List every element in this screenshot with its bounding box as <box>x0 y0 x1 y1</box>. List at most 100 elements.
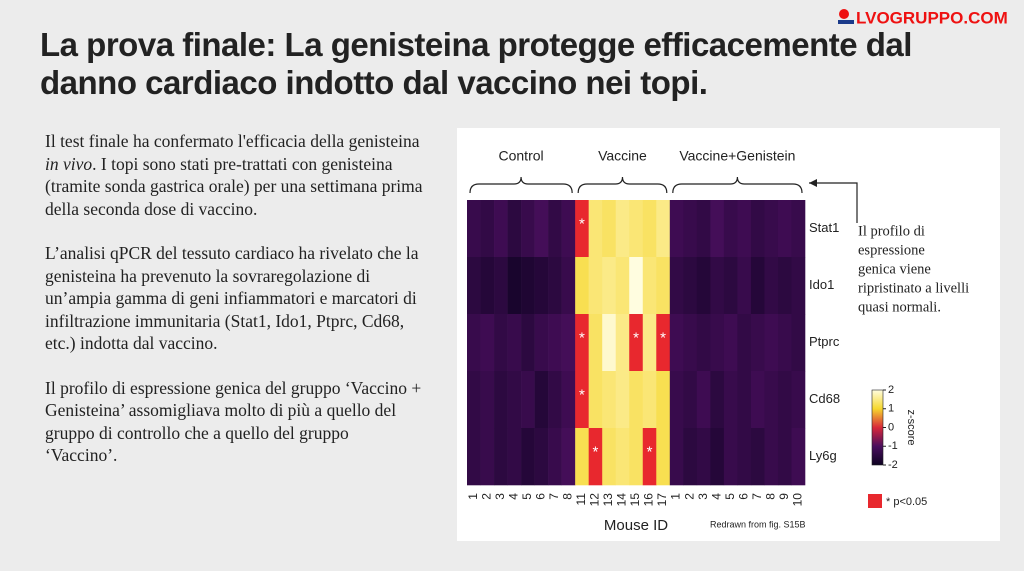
heatmap-cell <box>494 200 508 258</box>
column-label: 4 <box>506 493 520 500</box>
heatmap-cell <box>764 428 779 486</box>
annotation: espressione <box>858 242 925 258</box>
heatmap-cell <box>561 314 576 372</box>
heatmap-cell <box>642 314 657 372</box>
heatmap-cell <box>723 314 738 372</box>
column-label: 4 <box>709 493 723 500</box>
heatmap-cell <box>507 428 522 486</box>
heatmap-cell <box>669 428 684 486</box>
heatmap-cell <box>696 200 711 258</box>
heatmap-cell <box>602 200 617 258</box>
heatmap-cell <box>629 371 644 429</box>
group-brace <box>577 176 668 194</box>
column-label: 1 <box>669 493 683 500</box>
annotation: ripristinato a livelli <box>858 280 969 296</box>
column-label: 15 <box>628 493 642 507</box>
heatmap-cell <box>561 428 576 486</box>
heatmap-cell <box>777 200 792 258</box>
heatmap-cell <box>683 371 698 429</box>
colorbar <box>871 389 884 466</box>
heatmap-cell <box>737 371 752 429</box>
heatmap-cell <box>669 314 684 372</box>
heatmap-cell <box>791 314 806 372</box>
heatmap-cell <box>575 200 589 258</box>
heatmap-cell <box>737 257 752 315</box>
title: La prova finale: La genisteina protegge … <box>40 26 912 101</box>
heatmap-cell <box>602 257 617 315</box>
heatmap-cell <box>642 371 657 429</box>
heatmap-cell <box>764 257 779 315</box>
heatmap-cell <box>480 200 495 258</box>
heatmap-cell <box>467 200 481 258</box>
group-label: Control <box>499 148 544 164</box>
colorbar-tick-label: 0 <box>888 421 894 433</box>
heatmap-cell <box>737 428 752 486</box>
column-label: 2 <box>682 493 696 500</box>
heatmap-cell <box>507 200 522 258</box>
heatmap-cell <box>588 257 603 315</box>
row-label: Cd68 <box>809 391 840 406</box>
heatmap-cell <box>791 200 806 258</box>
logo-text: LVOGRUPPO.COM <box>856 8 1008 27</box>
heatmap-cell <box>669 200 684 258</box>
heatmap-cell <box>480 428 495 486</box>
significance-marker: * <box>579 386 585 403</box>
heatmap-cell <box>683 257 698 315</box>
column-label: 1 <box>466 493 480 500</box>
arrow-head <box>809 179 817 187</box>
column-label: 12 <box>588 493 602 507</box>
heatmap-cell <box>710 200 725 258</box>
heatmap-cell <box>723 200 738 258</box>
annotation: genica viene <box>858 261 931 277</box>
heatmap-cell <box>710 314 725 372</box>
colorbar-tick-label: -2 <box>888 459 898 471</box>
heatmap-cell <box>575 428 589 486</box>
x-axis-label: Mouse ID <box>604 517 668 534</box>
row-label: Ido1 <box>809 277 834 292</box>
heatmap-cell <box>507 371 522 429</box>
column-label: 2 <box>479 493 493 500</box>
heatmap-cell <box>588 314 603 372</box>
heatmap-cell <box>507 314 522 372</box>
heatmap-cell <box>669 257 684 315</box>
column-label: 13 <box>601 493 615 507</box>
paragraph: Il profilo di espressione genica del gru… <box>45 377 423 467</box>
heatmap-cell <box>696 371 711 429</box>
row-label: Ptprc <box>809 334 840 349</box>
text: . I topi sono stati pre-trattati con gen… <box>45 153 423 219</box>
body-text: Il test finale ha confermato l'efficacia… <box>45 130 423 489</box>
significance-marker: * <box>579 215 585 232</box>
column-label: 3 <box>696 493 710 500</box>
heatmap-cell <box>777 428 792 486</box>
heatmap-cell <box>588 428 603 486</box>
paragraph: Il test finale ha confermato l'efficacia… <box>45 130 423 220</box>
column-label: 7 <box>547 493 561 500</box>
heatmap-cell <box>737 200 752 258</box>
column-label: 17 <box>655 493 669 507</box>
legend-swatch <box>868 494 882 508</box>
heatmap-cell <box>561 200 576 258</box>
heatmap-cell <box>656 257 671 315</box>
column-label: 8 <box>561 493 575 500</box>
heatmap-cell <box>615 257 630 315</box>
text: Il test finale ha confermato l'efficacia… <box>45 131 420 151</box>
heatmap-cell <box>494 371 508 429</box>
group-brace <box>672 176 803 194</box>
heatmap-cell <box>548 200 562 258</box>
heatmap-cell <box>575 314 589 372</box>
heatmap-cell <box>521 200 535 258</box>
heatmap-cell <box>494 428 508 486</box>
heatmap-cell <box>534 257 549 315</box>
heatmap-cell <box>521 314 535 372</box>
colorbar-tick-label: -1 <box>888 440 898 452</box>
heatmap-cell <box>791 371 806 429</box>
heatmap-cell <box>467 371 481 429</box>
significance-marker: * <box>593 443 599 460</box>
heatmap-cell <box>615 200 630 258</box>
column-label: 3 <box>493 493 507 500</box>
heatmap-cell <box>521 257 535 315</box>
heatmap-cell <box>588 200 603 258</box>
group-label: Vaccine+Genistein <box>679 148 795 164</box>
logo-icon <box>839 9 849 19</box>
